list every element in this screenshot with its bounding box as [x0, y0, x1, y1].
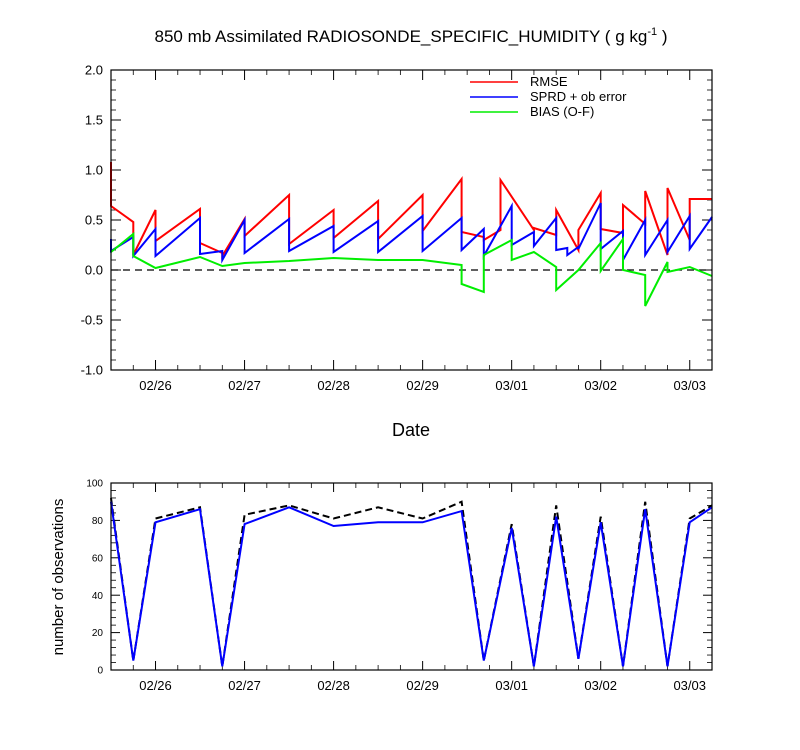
bottom-ytick-label: 40 [92, 591, 104, 602]
bottom-xtick-label: 02/27 [228, 678, 261, 693]
bottom-plot-frame [110, 482, 713, 671]
top-ytick-label: 1.0 [85, 163, 103, 178]
bottom-xtick-label: 02/28 [317, 678, 350, 693]
bottom-ytick-label: 60 [92, 553, 104, 564]
top-xtick-label: 03/02 [584, 378, 617, 393]
top-ytick-label: 0.5 [85, 213, 103, 228]
y-axis-label-observations: number of observations [50, 499, 67, 656]
legend: RMSE SPRD + ob error BIAS (O-F) [470, 74, 627, 119]
bottom-tick-labels: 0 20 40 60 80 100 02/26 02/27 02/28 02/29 03/01 03/… [86, 479, 706, 693]
bottom-series-lines [110, 497, 713, 667]
bottom-xtick-label: 02/29 [406, 678, 439, 693]
top-tick-labels: -1.0 -0.5 0.0 0.5 1.0 1.5 2.0 02/26 02/27 02/28 02… [81, 63, 706, 393]
title-main: 850 mb Assimilated RADIOSONDE_SPECIFIC_H… [155, 27, 648, 46]
bottom-xtick-label: 03/03 [673, 678, 706, 693]
bottom-ytick-label: 80 [92, 516, 104, 527]
top-ytick-label: -0.5 [81, 313, 103, 328]
top-ytick-label: -1.0 [81, 363, 103, 378]
x-axis-label: Date [392, 420, 430, 440]
top-xtick-label: 02/26 [139, 378, 172, 393]
top-xtick-label: 03/03 [673, 378, 706, 393]
top-plot-frame [110, 69, 713, 371]
top-xtick-label: 02/27 [228, 378, 261, 393]
chart-title: 850 mb Assimilated RADIOSONDE_SPECIFIC_H… [155, 26, 668, 46]
bottom-series-line-1 [110, 501, 713, 667]
bottom-xtick-label: 03/02 [584, 678, 617, 693]
top-panel: -1.0 -0.5 0.0 0.5 1.0 1.5 2.0 02/26 02/27 02/28 02… [81, 63, 713, 440]
title-suffix: ) [657, 27, 667, 46]
top-ytick-label: 1.5 [85, 113, 103, 128]
bottom-ytick-label: 20 [92, 628, 104, 639]
top-ytick-label: 0.0 [85, 263, 103, 278]
bottom-ytick-label: 100 [86, 479, 103, 490]
top-axis-ticks [110, 69, 713, 371]
top-series-lines [110, 162, 713, 307]
bottom-xtick-label: 03/01 [495, 678, 528, 693]
top-xtick-label: 02/28 [317, 378, 350, 393]
top-series-line-2 [110, 231, 713, 307]
legend-label-bias: BIAS (O-F) [530, 104, 594, 119]
top-xtick-label: 02/29 [406, 378, 439, 393]
top-series-line-1 [110, 202, 713, 264]
legend-label-sprd: SPRD + ob error [530, 89, 627, 104]
bottom-xtick-label: 02/26 [139, 678, 172, 693]
title-superscript: -1 [647, 26, 657, 38]
bottom-ytick-label: 0 [97, 666, 103, 677]
legend-label-rmse: RMSE [530, 74, 568, 89]
top-ytick-label: 2.0 [85, 63, 103, 78]
top-xtick-label: 03/01 [495, 378, 528, 393]
bottom-panel: 0 20 40 60 80 100 02/26 02/27 02/28 02/29 03/01 03/… [50, 479, 713, 693]
